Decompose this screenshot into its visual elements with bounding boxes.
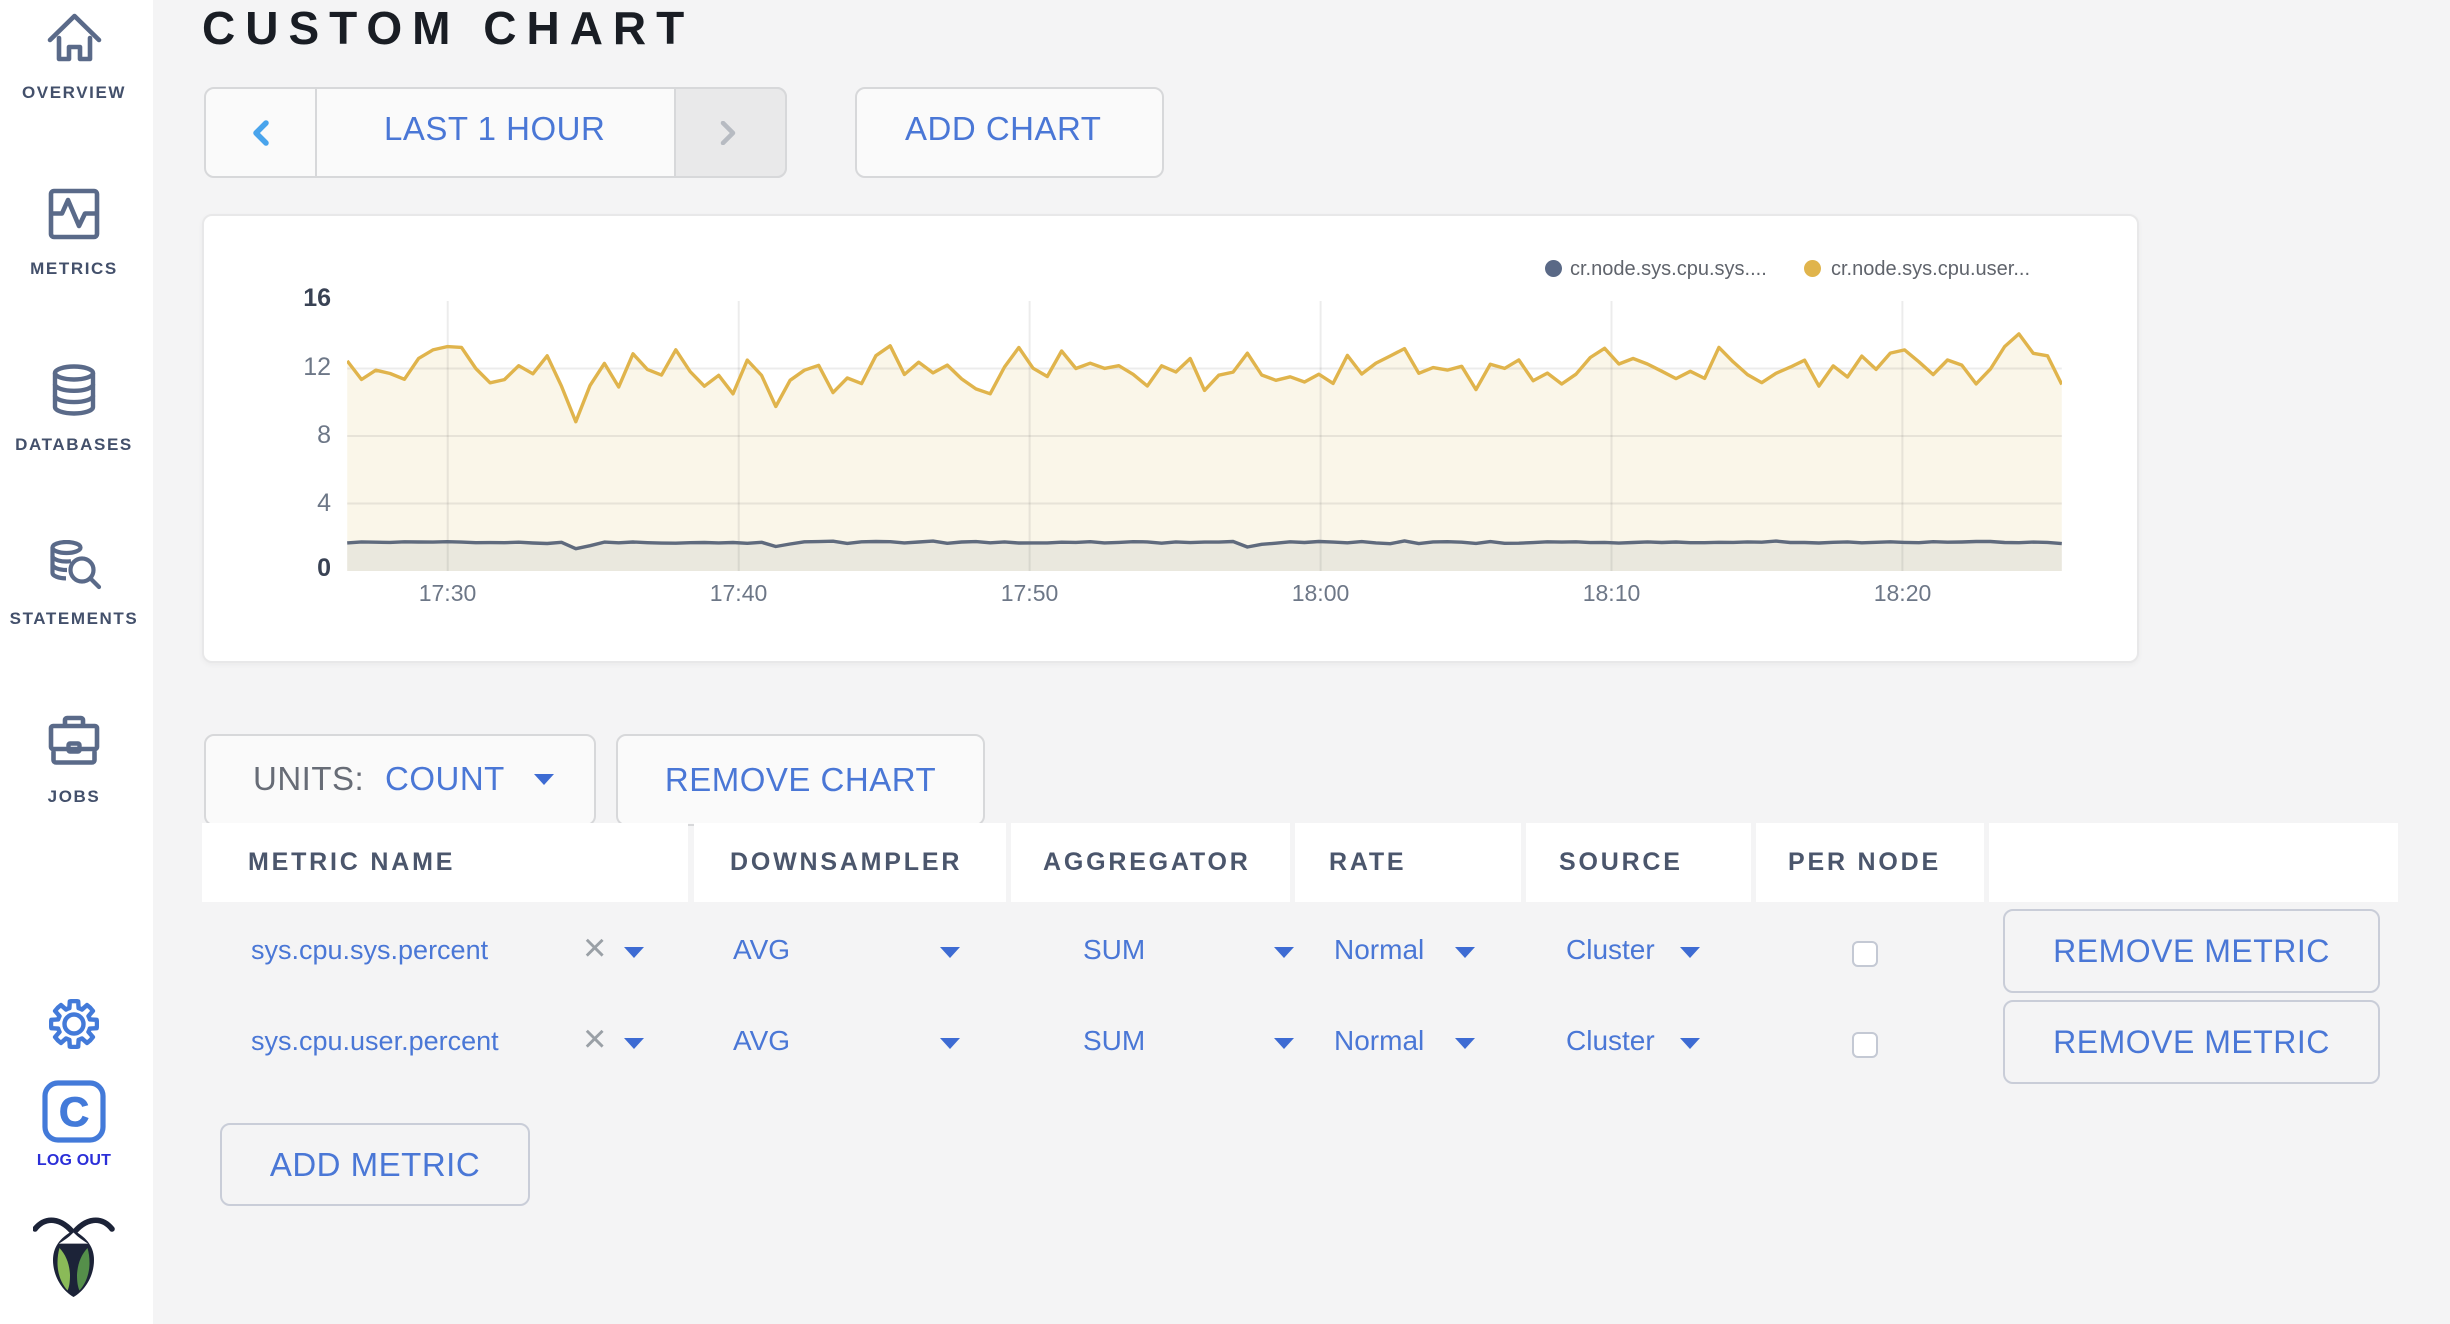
svg-text:C: C — [59, 1088, 89, 1135]
